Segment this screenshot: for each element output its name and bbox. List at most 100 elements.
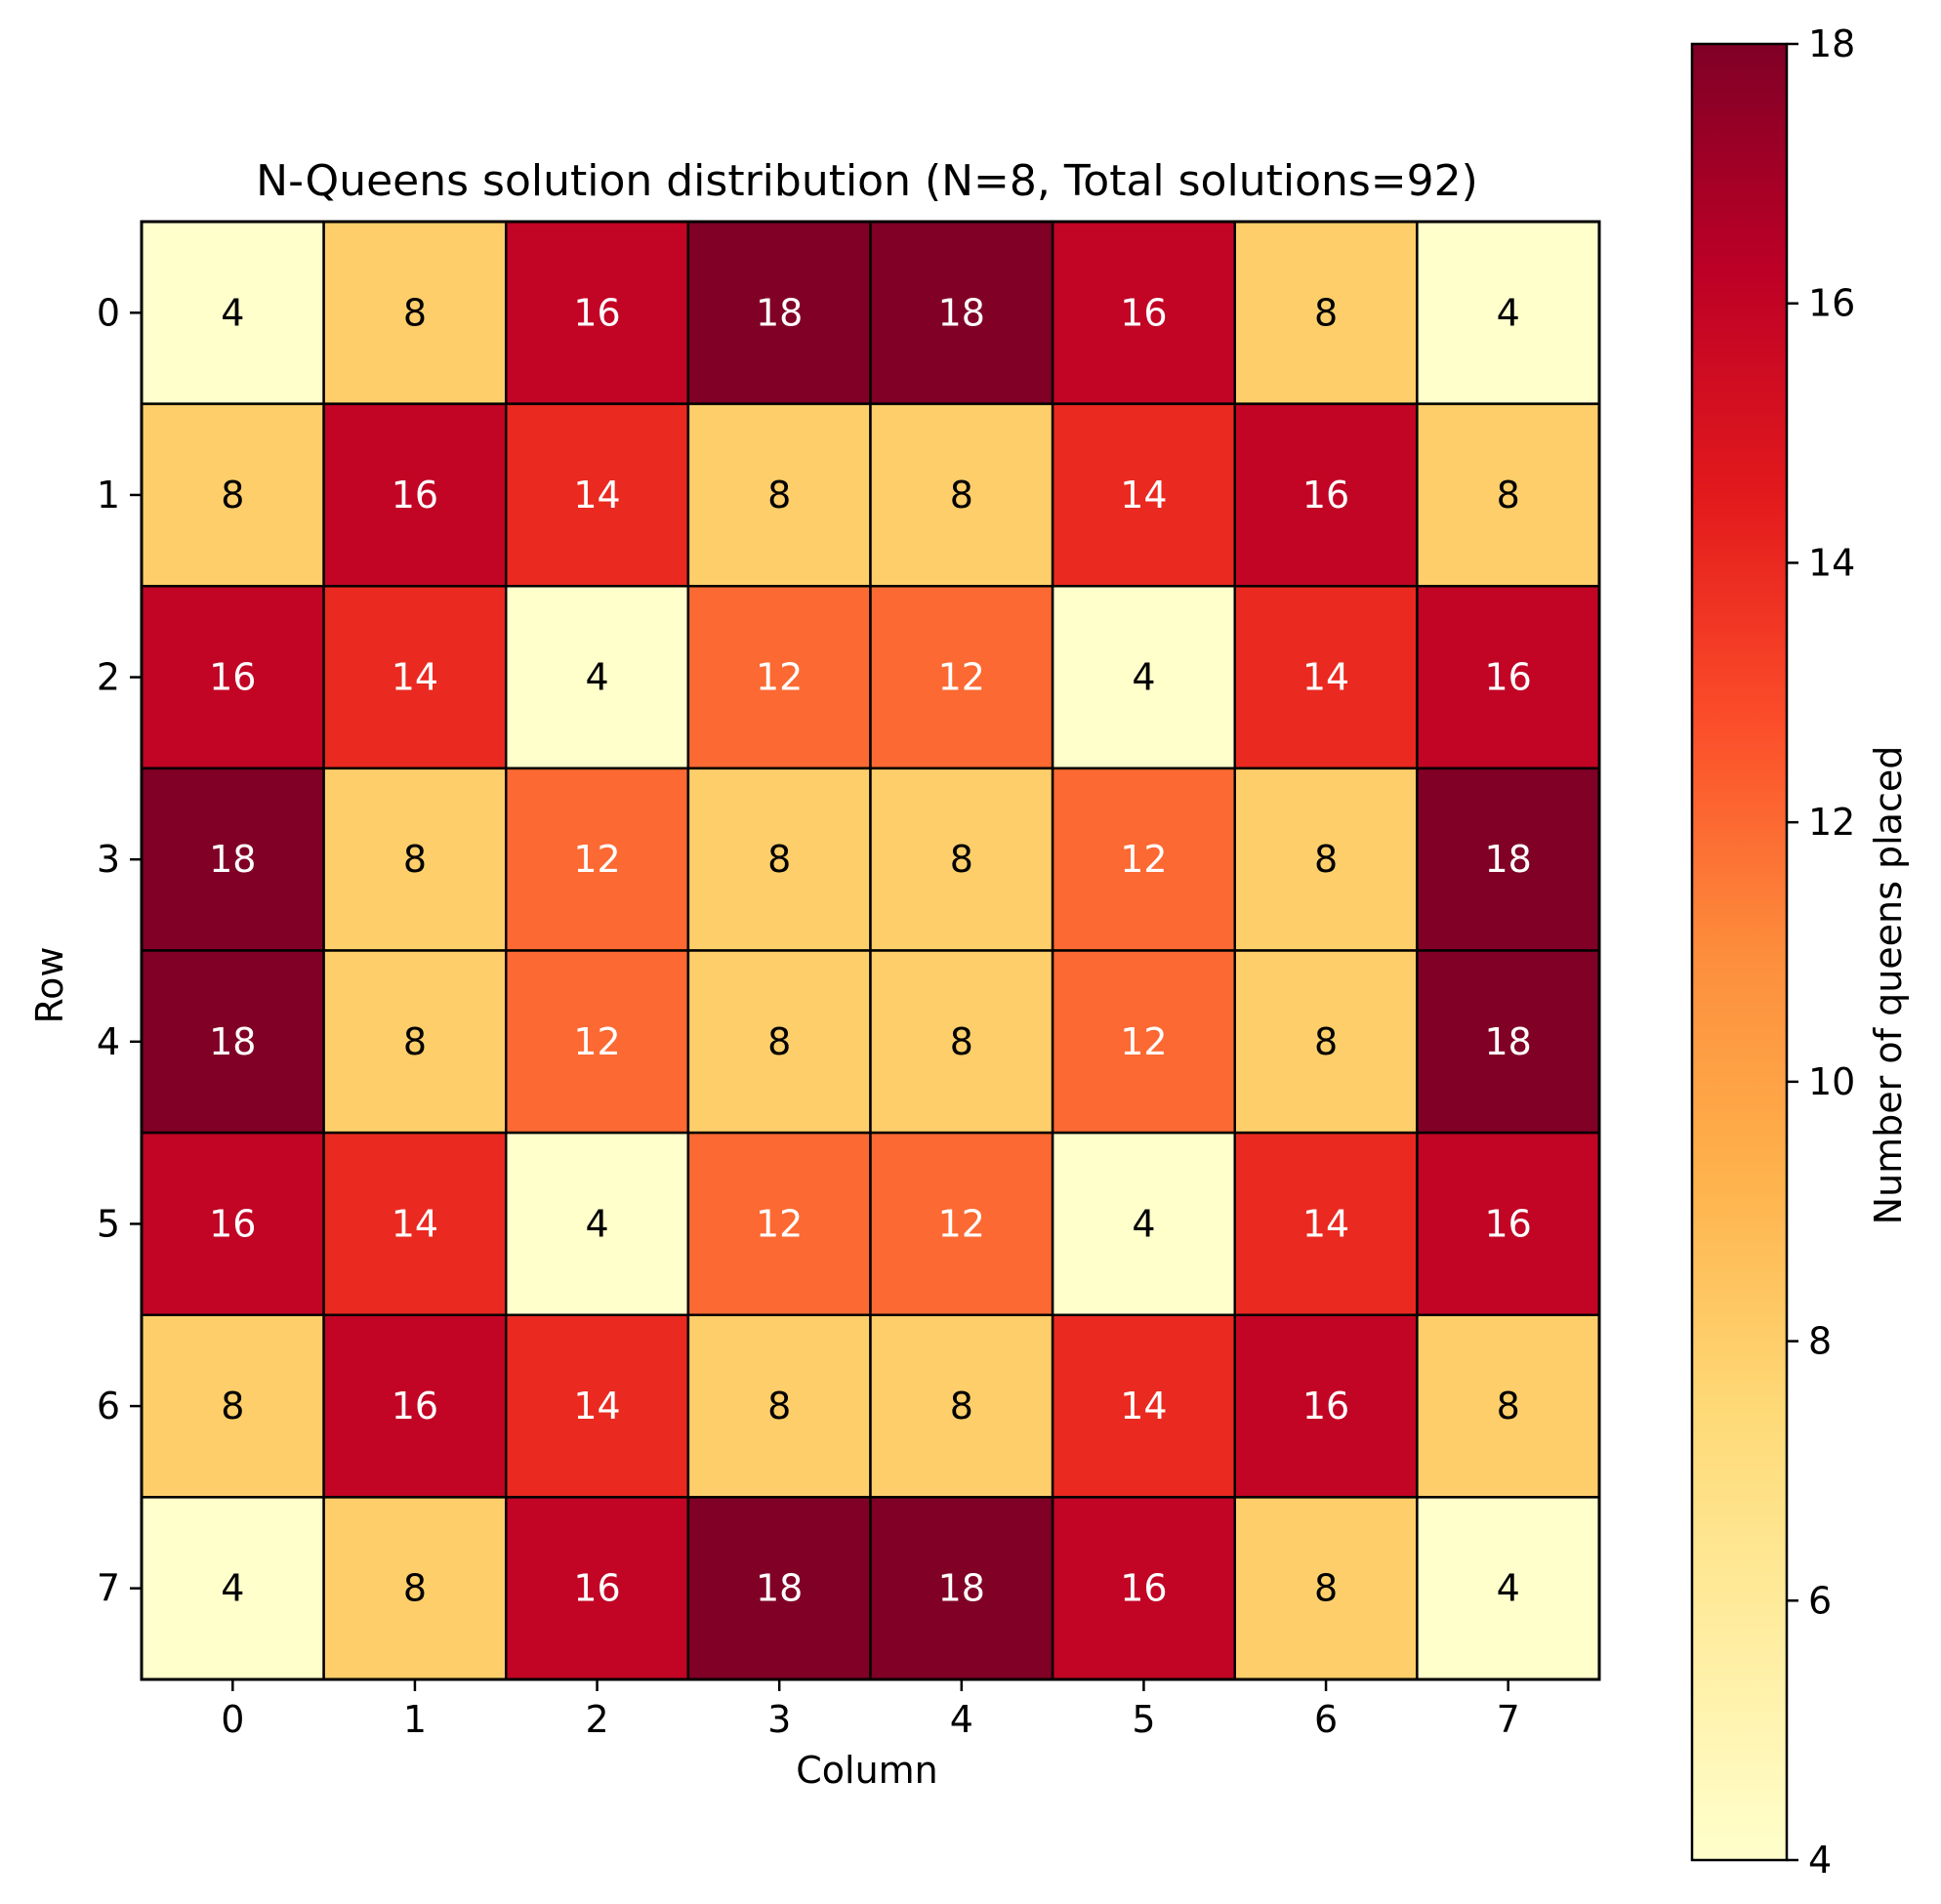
x-tick-label: 2	[585, 1698, 608, 1741]
cell-value-label: 8	[221, 474, 244, 517]
x-tick-label: 7	[1497, 1698, 1520, 1741]
cell-value-label: 8	[1314, 838, 1338, 881]
heatmap-cell-r0-c3	[686, 220, 872, 405]
y-tick-label: 6	[97, 1385, 120, 1428]
heatmap-cell-r4-c6	[1233, 949, 1419, 1135]
cell-value-label: 16	[209, 1202, 256, 1245]
cell-value-label: 18	[1485, 838, 1532, 881]
colorbar-tick-label: 18	[1808, 22, 1855, 65]
x-tick-label: 0	[221, 1698, 244, 1741]
cell-value-label: 14	[1120, 474, 1167, 517]
colorbar-tick-label: 4	[1808, 1839, 1832, 1882]
cell-value-label: 8	[950, 1385, 973, 1428]
plot-frame	[140, 220, 1601, 1681]
cell-value-label: 8	[950, 838, 973, 881]
cell-value-label: 4	[1497, 1567, 1520, 1610]
cell-value-label: 12	[1120, 838, 1167, 881]
colorbar-ticks: 4 6 8 10 12 14 16 18	[1787, 22, 1855, 1882]
cell-value-label: 4	[585, 1202, 608, 1245]
cell-value-label: 12	[1120, 1020, 1167, 1063]
colorbar	[1690, 42, 1789, 1862]
cell-value-label: 8	[1314, 291, 1338, 334]
y-tick-label: 4	[97, 1020, 120, 1063]
cell-value-label: 16	[573, 291, 620, 334]
cell-value-label: 8	[767, 838, 791, 881]
cell-value-label: 4	[221, 1567, 244, 1610]
cell-value-label: 8	[403, 1567, 427, 1610]
cell-value-label: 8	[950, 1020, 973, 1063]
cell-value-label: 16	[573, 1567, 620, 1610]
x-tick-label: 4	[950, 1698, 973, 1741]
y-tick-label: 5	[97, 1202, 120, 1245]
heatmap-cell-r6-c1	[322, 1313, 508, 1499]
cell-value-label: 14	[573, 474, 620, 517]
y-tick-label: 1	[97, 474, 120, 517]
cell-value-label: 8	[767, 1385, 791, 1428]
cell-value-label: 8	[1497, 1385, 1520, 1428]
heatmap-cell-r5-c1	[322, 1131, 508, 1316]
heatmap-cell-r1-c3	[686, 402, 872, 588]
cell-value-label: 16	[392, 1385, 438, 1428]
cell-value-label: 8	[767, 474, 791, 517]
heatmap-cell-r2-c3	[686, 585, 872, 770]
heatmap-cell-r4-c3	[686, 949, 872, 1135]
heatmap-cell-r3-c4	[869, 766, 1054, 952]
heatmap-cell-r2-c2	[505, 585, 690, 770]
x-axis: 0 1 2 3 4 5 6 7	[221, 1679, 1520, 1741]
heatmap-cell-r2-c5	[1051, 585, 1236, 770]
cell-value-label: 16	[1302, 1385, 1349, 1428]
colorbar-tick-label: 10	[1808, 1060, 1855, 1103]
cell-value-label: 8	[403, 291, 427, 334]
cell-value-label: 8	[1314, 1567, 1338, 1610]
heatmap-cell-r6-c2	[505, 1313, 690, 1499]
colorbar-tick-label: 6	[1808, 1579, 1832, 1622]
heatmap-cell-r1-c5	[1051, 402, 1236, 588]
heatmap-cell-r4-c4	[869, 949, 1054, 1135]
cell-value-label: 16	[1485, 656, 1532, 699]
x-axis-label: Column	[796, 1749, 938, 1792]
heatmap-cell-r7-c2	[505, 1496, 690, 1681]
cell-value-label: 16	[1120, 291, 1167, 334]
heatmap-cell-r6-c6	[1233, 1313, 1419, 1499]
heatmap-cell-r5-c4	[869, 1131, 1054, 1316]
heatmap-cell-r5-c6	[1233, 1131, 1419, 1316]
heatmap-cell-r0-c7	[1416, 220, 1601, 405]
cell-value-label: 18	[756, 291, 803, 334]
heatmap-cell-r4-c7	[1416, 949, 1601, 1135]
cell-value-label: 12	[756, 1202, 803, 1245]
heatmap-cell-r1-c7	[1416, 402, 1601, 588]
cell-value-label: 12	[573, 1020, 620, 1063]
cell-value-label: 8	[403, 838, 427, 881]
cell-value-label: 12	[938, 656, 985, 699]
heatmap-cell-r2-c1	[322, 585, 508, 770]
cell-value-label: 4	[1132, 1202, 1155, 1245]
heatmap-cell-r6-c5	[1051, 1313, 1236, 1499]
cell-value-label: 8	[221, 1385, 244, 1428]
cell-value-label: 18	[209, 838, 256, 881]
cell-value-label: 16	[392, 474, 438, 517]
heatmap-cell-r0-c0	[140, 220, 325, 405]
cell-value-label: 14	[1302, 1202, 1349, 1245]
heatmap-cell-r7-c7	[1416, 1496, 1601, 1681]
y-axis: 0 1 2 3 4 5 6 7	[97, 291, 142, 1610]
cell-value-label: 16	[1120, 1567, 1167, 1610]
x-tick-label: 5	[1132, 1698, 1155, 1741]
heatmap-cell-r4-c2	[505, 949, 690, 1135]
heatmap-cell-r5-c7	[1416, 1131, 1601, 1316]
heatmap-cell-r5-c2	[505, 1131, 690, 1316]
x-tick-label: 3	[767, 1698, 791, 1741]
cell-value-label: 4	[1497, 291, 1520, 334]
colorbar-tick-label: 8	[1808, 1320, 1832, 1363]
heatmap-cell-r0-c4	[869, 220, 1054, 405]
heatmap-cell-r1-c1	[322, 402, 508, 588]
cell-value-label: 4	[1132, 656, 1155, 699]
heatmap-cell-r3-c6	[1233, 766, 1419, 952]
heatmap-cell-r3-c0	[140, 766, 325, 952]
cell-value-label: 16	[209, 656, 256, 699]
cell-value-label: 14	[573, 1385, 620, 1428]
cell-value-label: 8	[1314, 1020, 1338, 1063]
cell-value-label: 14	[1120, 1385, 1167, 1428]
cell-value-label: 16	[1302, 474, 1349, 517]
cell-value-label: 14	[1302, 656, 1349, 699]
cell-value-label: 8	[950, 474, 973, 517]
